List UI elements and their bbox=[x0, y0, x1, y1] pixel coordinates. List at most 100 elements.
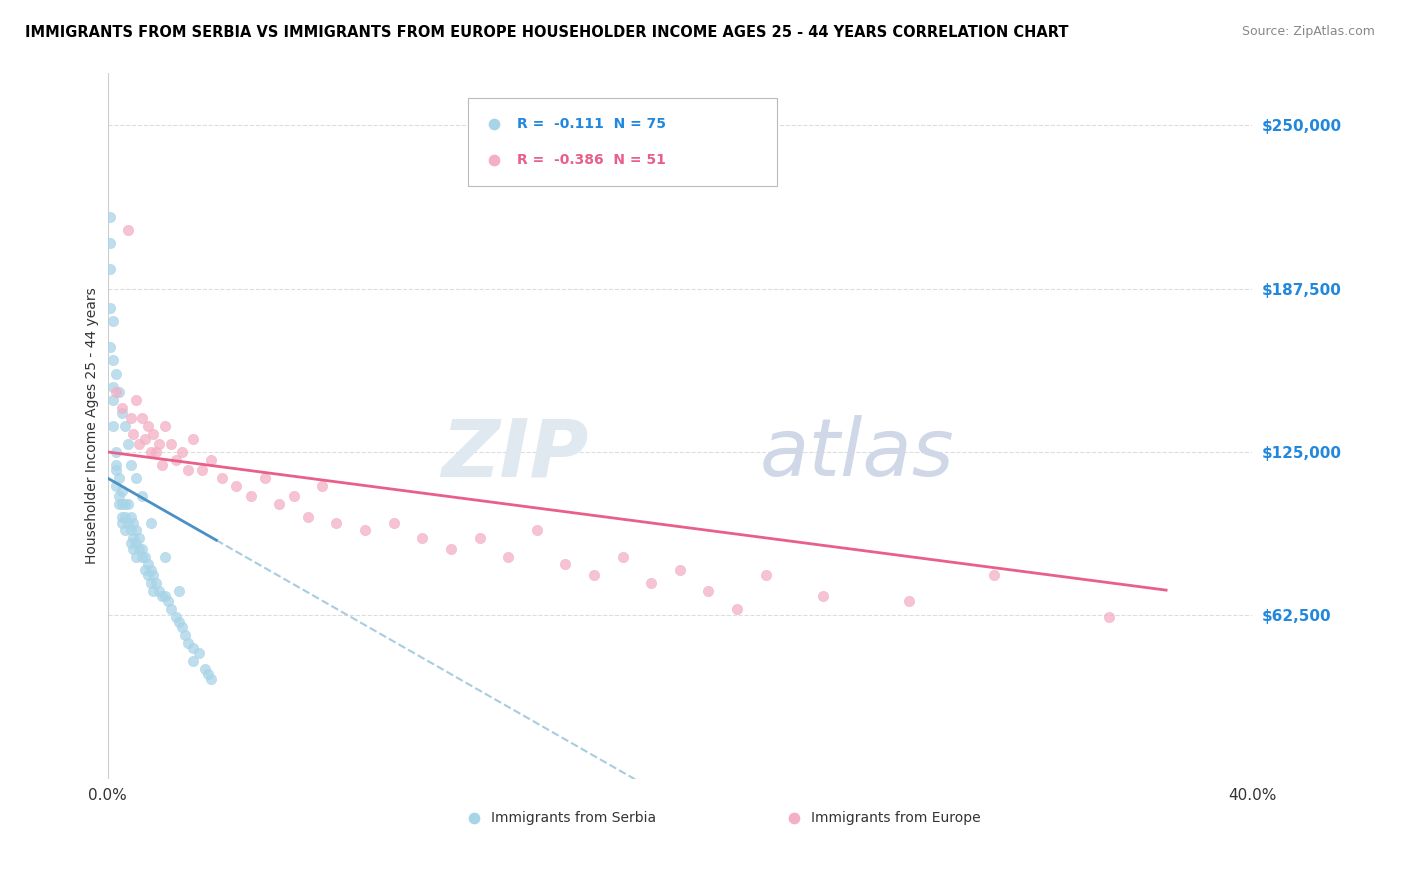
Point bbox=[122, 541, 145, 556]
FancyBboxPatch shape bbox=[468, 98, 778, 186]
Point bbox=[100, 210, 122, 224]
Point bbox=[103, 353, 125, 368]
Point bbox=[183, 640, 205, 655]
Point bbox=[1098, 609, 1121, 624]
Point bbox=[725, 602, 748, 616]
Point bbox=[122, 426, 145, 441]
Point bbox=[103, 392, 125, 407]
Point bbox=[170, 445, 193, 459]
Point bbox=[440, 541, 463, 556]
Point bbox=[120, 536, 142, 550]
Point bbox=[108, 471, 131, 485]
Point bbox=[131, 490, 153, 504]
Point bbox=[103, 418, 125, 433]
Point bbox=[156, 594, 179, 608]
Y-axis label: Householder Income Ages 25 - 44 years: Householder Income Ages 25 - 44 years bbox=[86, 287, 100, 565]
Point bbox=[125, 549, 148, 564]
Point bbox=[111, 401, 134, 415]
Point bbox=[1012, 772, 1035, 786]
Point bbox=[188, 646, 211, 660]
Point bbox=[120, 524, 142, 538]
Point bbox=[139, 575, 162, 590]
Point bbox=[697, 583, 720, 598]
Point bbox=[125, 471, 148, 485]
Point bbox=[128, 541, 150, 556]
Point bbox=[134, 549, 156, 564]
Point bbox=[582, 567, 605, 582]
Point bbox=[148, 583, 170, 598]
Point bbox=[114, 524, 136, 538]
Point bbox=[526, 524, 548, 538]
Point bbox=[105, 479, 128, 493]
Text: Source: ZipAtlas.com: Source: ZipAtlas.com bbox=[1241, 25, 1375, 38]
Point bbox=[153, 418, 176, 433]
Point bbox=[125, 392, 148, 407]
Point bbox=[125, 524, 148, 538]
Point bbox=[183, 654, 205, 668]
Point bbox=[148, 437, 170, 451]
Point bbox=[311, 479, 333, 493]
Point bbox=[150, 589, 173, 603]
Point bbox=[153, 589, 176, 603]
Point bbox=[177, 463, 200, 477]
Point bbox=[125, 536, 148, 550]
Point bbox=[153, 549, 176, 564]
Point bbox=[165, 452, 187, 467]
Text: Immigrants from Europe: Immigrants from Europe bbox=[811, 811, 981, 824]
Point bbox=[111, 510, 134, 524]
Point bbox=[167, 583, 190, 598]
Point bbox=[114, 418, 136, 433]
Point bbox=[117, 497, 139, 511]
Point bbox=[200, 452, 222, 467]
Point bbox=[165, 609, 187, 624]
Point bbox=[194, 662, 217, 676]
Point bbox=[496, 549, 519, 564]
Point bbox=[297, 510, 319, 524]
Point bbox=[111, 406, 134, 420]
Point bbox=[554, 558, 576, 572]
Point bbox=[142, 567, 165, 582]
Text: ZIP: ZIP bbox=[441, 415, 588, 493]
Point bbox=[131, 549, 153, 564]
Point bbox=[128, 437, 150, 451]
Text: R =  -0.386  N = 51: R = -0.386 N = 51 bbox=[517, 153, 666, 168]
Point bbox=[120, 458, 142, 472]
Point bbox=[134, 432, 156, 446]
Point bbox=[191, 463, 214, 477]
Point bbox=[100, 301, 122, 316]
Point bbox=[117, 437, 139, 451]
Point bbox=[122, 516, 145, 530]
Point bbox=[114, 497, 136, 511]
Point bbox=[211, 471, 233, 485]
Point bbox=[131, 541, 153, 556]
Point bbox=[159, 437, 181, 451]
Point bbox=[142, 583, 165, 598]
Point bbox=[269, 497, 291, 511]
Point bbox=[468, 531, 491, 545]
Point bbox=[128, 531, 150, 545]
Point bbox=[170, 620, 193, 634]
Point bbox=[117, 223, 139, 237]
Point bbox=[139, 516, 162, 530]
Point bbox=[668, 563, 690, 577]
Point bbox=[117, 516, 139, 530]
Point bbox=[167, 615, 190, 629]
Point bbox=[111, 484, 134, 499]
Point bbox=[103, 379, 125, 393]
Point bbox=[134, 563, 156, 577]
Text: IMMIGRANTS FROM SERBIA VS IMMIGRANTS FROM EUROPE HOUSEHOLDER INCOME AGES 25 - 44: IMMIGRANTS FROM SERBIA VS IMMIGRANTS FRO… bbox=[25, 25, 1069, 40]
Point bbox=[897, 594, 920, 608]
Point bbox=[136, 567, 159, 582]
Point bbox=[811, 589, 834, 603]
Point bbox=[382, 516, 405, 530]
Point bbox=[136, 418, 159, 433]
Point bbox=[640, 575, 662, 590]
Point bbox=[253, 471, 276, 485]
Point bbox=[283, 490, 305, 504]
Point bbox=[612, 549, 634, 564]
Text: atlas: atlas bbox=[759, 415, 955, 493]
Point bbox=[325, 516, 347, 530]
Point bbox=[108, 490, 131, 504]
Point bbox=[111, 497, 134, 511]
Text: Immigrants from Serbia: Immigrants from Serbia bbox=[491, 811, 657, 824]
